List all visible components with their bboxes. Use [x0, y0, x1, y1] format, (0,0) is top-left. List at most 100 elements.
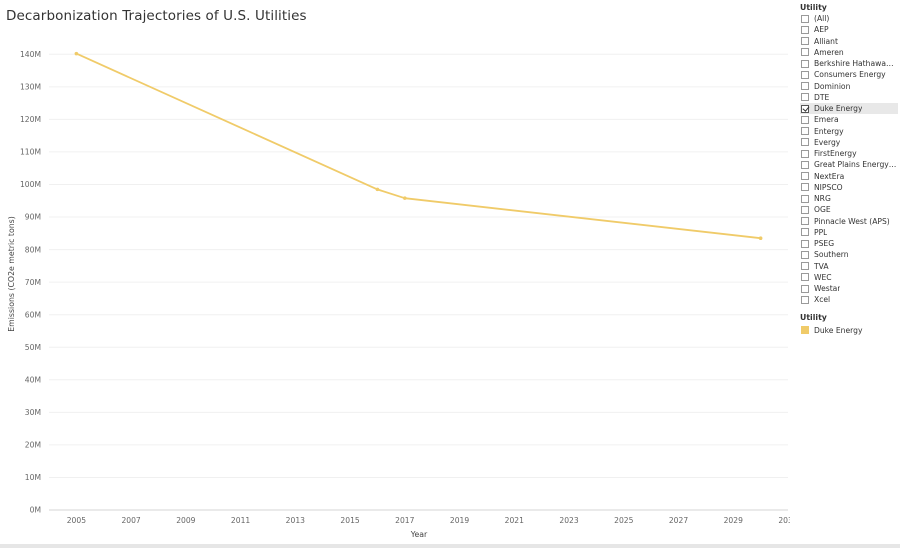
- filter-item[interactable]: Dominion: [800, 81, 898, 92]
- checkbox-icon[interactable]: [801, 172, 809, 181]
- filter-item-label: Berkshire Hathaway ...: [814, 59, 898, 69]
- x-tick-label: 2025: [614, 516, 633, 525]
- checkbox-icon[interactable]: [801, 93, 809, 102]
- filter-item[interactable]: Duke Energy: [800, 103, 898, 115]
- checkbox-icon[interactable]: [801, 205, 809, 214]
- data-point: [758, 236, 763, 240]
- checkbox-icon[interactable]: [801, 295, 809, 304]
- filter-item-label: DTE: [814, 92, 830, 102]
- x-tick-label: 2023: [559, 516, 578, 525]
- filter-item[interactable]: TVA: [800, 261, 898, 272]
- checkbox-icon[interactable]: [801, 127, 809, 136]
- checkbox-icon[interactable]: [801, 115, 809, 124]
- filter-item-label: FirstEnergy: [814, 149, 857, 159]
- x-tick-label: 2007: [121, 516, 140, 525]
- data-point: [375, 187, 380, 192]
- checkbox-icon[interactable]: [801, 48, 809, 57]
- checkbox-icon[interactable]: [801, 138, 809, 147]
- checkbox-icon[interactable]: [801, 284, 809, 293]
- checkbox-icon[interactable]: [801, 14, 809, 23]
- filter-item-label: Emera: [814, 115, 839, 125]
- filter-item[interactable]: Alliant: [800, 36, 898, 47]
- filter-item[interactable]: NRG: [800, 193, 898, 204]
- y-tick-label: 80M: [25, 245, 41, 254]
- filter-item[interactable]: Emera: [800, 114, 898, 125]
- data-point: [403, 196, 407, 200]
- filter-item[interactable]: Pinnacle West (APS): [800, 216, 898, 227]
- filter-item[interactable]: WEC: [800, 272, 898, 283]
- filter-item[interactable]: Xcel: [800, 294, 898, 305]
- checkbox-icon[interactable]: [801, 70, 809, 79]
- x-tick-label: 2015: [340, 516, 359, 525]
- filter-item-label: PPL: [814, 227, 828, 237]
- filter-item-label: Southern: [814, 250, 849, 260]
- filter-item[interactable]: (All): [800, 13, 898, 24]
- filter-item-label: Ameren: [814, 47, 844, 57]
- filter-item-label: Duke Energy: [814, 104, 863, 114]
- legend: Duke Energy: [800, 325, 898, 336]
- legend-item: Duke Energy: [800, 325, 898, 336]
- y-tick-label: 90M: [25, 213, 41, 222]
- checkbox-icon[interactable]: [801, 160, 809, 169]
- x-tick-label: 2031: [778, 516, 790, 525]
- legend-item-label: Duke Energy: [814, 325, 863, 335]
- filter-item-label: Consumers Energy: [814, 70, 886, 80]
- checkbox-icon[interactable]: [801, 37, 809, 46]
- data-point: [74, 51, 79, 56]
- filter-item-label: Westar: [814, 284, 841, 294]
- filter-item-label: OGE: [814, 205, 831, 215]
- y-tick-label: 130M: [20, 83, 41, 92]
- checkbox-icon[interactable]: [801, 273, 809, 282]
- checkbox-icon[interactable]: [801, 59, 809, 68]
- y-tick-label: 40M: [25, 375, 41, 384]
- filter-item-label: NRG: [814, 194, 831, 204]
- y-tick-label: 0M: [30, 506, 41, 515]
- filter-item[interactable]: NextEra: [800, 171, 898, 182]
- filter-item-label: TVA: [814, 261, 829, 271]
- filter-item[interactable]: AEP: [800, 24, 898, 35]
- filter-item[interactable]: DTE: [800, 92, 898, 103]
- filter-item[interactable]: Southern: [800, 249, 898, 260]
- x-tick-label: 2011: [231, 516, 250, 525]
- checkbox-icon[interactable]: [801, 194, 809, 203]
- filter-item[interactable]: OGE: [800, 204, 898, 215]
- y-tick-label: 50M: [25, 343, 41, 352]
- checkbox-icon[interactable]: [801, 239, 809, 248]
- filter-item[interactable]: NIPSCO: [800, 182, 898, 193]
- y-tick-label: 120M: [20, 115, 41, 124]
- filter-item[interactable]: FirstEnergy: [800, 148, 898, 159]
- filter-item[interactable]: Entergy: [800, 126, 898, 137]
- filter-item-label: WEC: [814, 272, 832, 282]
- checkbox-icon[interactable]: [801, 250, 809, 259]
- chart-title: Decarbonization Trajectories of U.S. Uti…: [6, 8, 307, 24]
- filter-item[interactable]: Westar: [800, 283, 898, 294]
- checkbox-icon[interactable]: [801, 262, 809, 271]
- checkbox-icon[interactable]: [801, 149, 809, 158]
- checkbox-icon[interactable]: [801, 183, 809, 192]
- filter-item[interactable]: Ameren: [800, 47, 898, 58]
- bottom-scrollbar[interactable]: [0, 544, 900, 548]
- filter-list: (All) AEP Alliant Ameren Berkshire Hathaway …: [800, 13, 898, 306]
- filter-title: Utility: [800, 3, 827, 12]
- y-tick-label: 60M: [25, 310, 41, 319]
- series-line: [76, 52, 761, 240]
- x-tick-label: 2005: [67, 516, 86, 525]
- filter-item[interactable]: Evergy: [800, 137, 898, 148]
- x-tick-label: 2009: [176, 516, 195, 525]
- filter-item[interactable]: Great Plains Energy (...: [800, 159, 898, 170]
- legend-title: Utility: [800, 312, 827, 322]
- filter-item[interactable]: PPL: [800, 227, 898, 238]
- checkbox-icon[interactable]: [801, 82, 809, 91]
- filter-item[interactable]: PSEG: [800, 238, 898, 249]
- filter-item-label: Alliant: [814, 36, 838, 46]
- filter-item[interactable]: Consumers Energy: [800, 69, 898, 80]
- checkbox-icon[interactable]: [801, 25, 809, 34]
- checkbox-icon[interactable]: [801, 217, 809, 226]
- filter-item-label: (All): [814, 14, 830, 24]
- checkbox-icon[interactable]: [801, 228, 809, 237]
- filter-item-label: Dominion: [814, 81, 851, 91]
- checkbox-checked-icon[interactable]: [801, 104, 809, 113]
- filter-item[interactable]: Berkshire Hathaway ...: [800, 58, 898, 69]
- y-tick-label: 100M: [20, 180, 41, 189]
- x-tick-label: 2029: [724, 516, 743, 525]
